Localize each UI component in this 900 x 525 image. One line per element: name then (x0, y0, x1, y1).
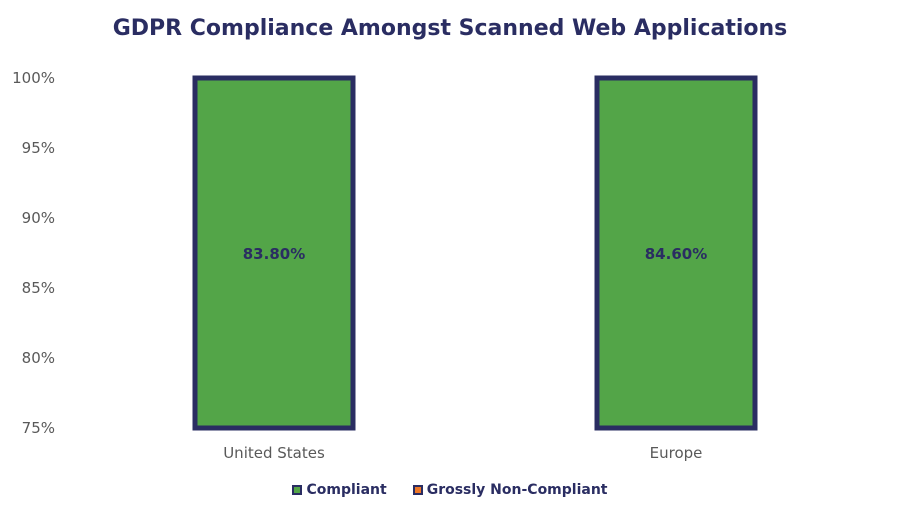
legend-swatch-grossly-non-compliant (412, 485, 423, 495)
x-tick-label: United States (223, 444, 325, 462)
data-label: 83.80% (243, 245, 305, 263)
y-tick-label: 95% (22, 139, 55, 157)
chart-title: GDPR Compliance Amongst Scanned Web Appl… (112, 16, 788, 41)
legend-label-compliant: Compliant (306, 482, 387, 498)
data-label: 84.60% (645, 245, 707, 263)
y-tick-label: 75% (22, 419, 55, 437)
y-tick-label: 80% (22, 349, 55, 367)
y-tick-label: 90% (22, 209, 55, 227)
legend-item-grossly-non-compliant[interactable]: Grossly Non-Compliant (412, 482, 608, 498)
legend-item-compliant[interactable]: Compliant (292, 482, 387, 498)
y-tick-label: 100% (12, 69, 55, 87)
legend: Compliant Grossly Non-Compliant (0, 482, 900, 498)
chart-plot: 75%80%85%90%95%100%83.80%16.20%United St… (12, 69, 758, 462)
legend-swatch-compliant (292, 485, 303, 495)
bar-segment-compliant (192, 75, 356, 431)
legend-label-grossly-non-compliant: Grossly Non-Compliant (426, 482, 608, 498)
y-tick-label: 85% (22, 279, 55, 297)
x-tick-label: Europe (650, 444, 703, 462)
bar-segment-compliant (594, 75, 758, 431)
